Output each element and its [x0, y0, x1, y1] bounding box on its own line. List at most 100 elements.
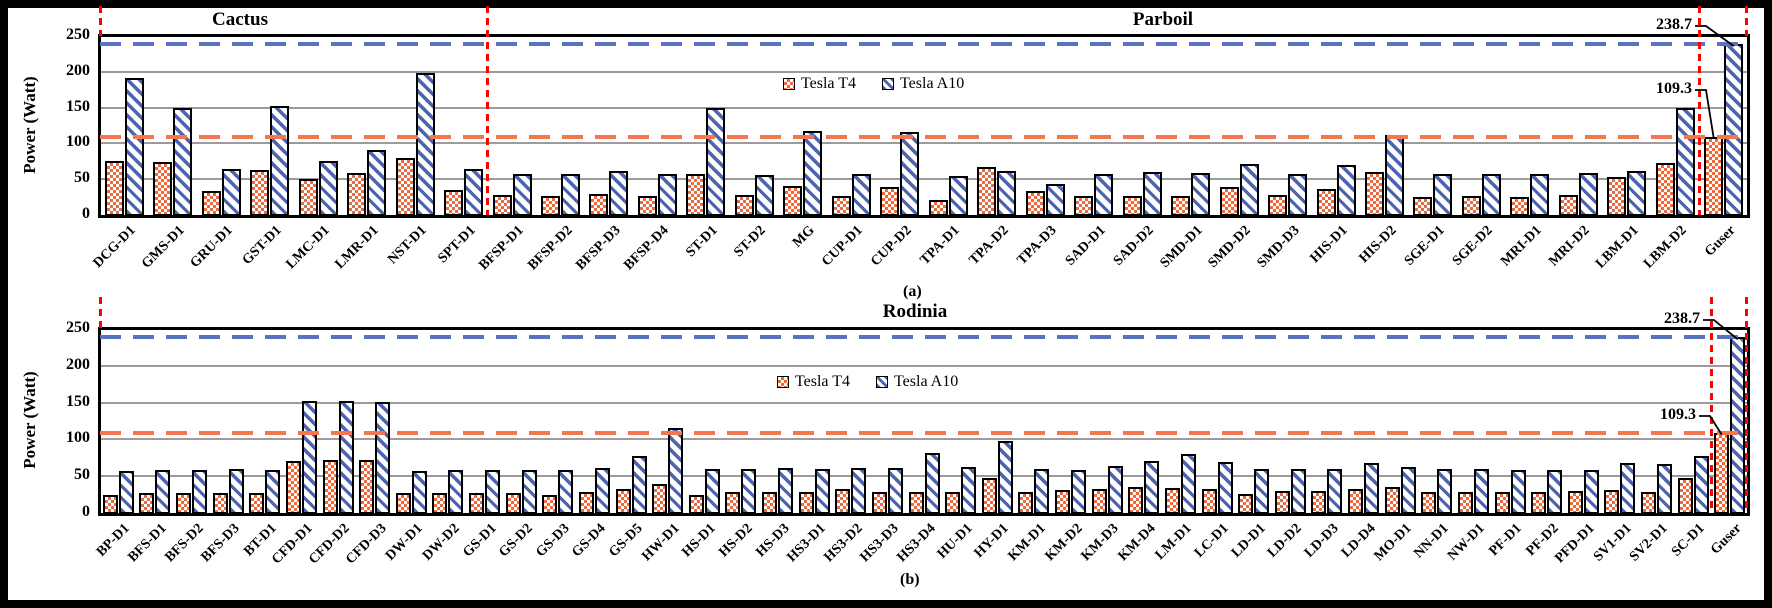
annotation-label: 109.3: [1660, 406, 1696, 423]
bar-tesla-a10: [1724, 44, 1744, 216]
bar-tesla-a10: [561, 173, 580, 216]
bar-tesla-a10: [657, 174, 677, 216]
bar-tesla-t4: [1122, 195, 1142, 216]
bar-tesla-a10: [1107, 465, 1123, 514]
bar-tesla-a10: [367, 149, 387, 216]
bar-tesla-t4: [637, 195, 657, 216]
subplot-label: (b): [900, 571, 920, 588]
grid-line: [100, 106, 1748, 109]
bar-tesla-t4: [444, 189, 463, 216]
annotation-label: 238.7: [1664, 310, 1700, 327]
section-divider-line: [1709, 297, 1713, 513]
section-title: Cactus: [212, 9, 268, 30]
bar-tesla-a10: [594, 468, 610, 514]
bar-tesla-a10: [558, 470, 574, 514]
bar-tesla-t4: [359, 460, 375, 514]
plot-top-border: [98, 34, 1750, 37]
bar-tesla-t4: [176, 493, 192, 514]
bar-tesla-a10: [1578, 172, 1598, 216]
legend-swatch-tesla-t4: [783, 78, 795, 90]
bar-tesla-t4: [908, 491, 924, 514]
bar-tesla-a10: [997, 440, 1013, 514]
bar-tesla-t4: [102, 494, 118, 514]
bar-tesla-t4: [686, 173, 706, 216]
bar-tesla-a10: [464, 169, 483, 216]
bar-tesla-a10: [338, 401, 354, 514]
bar-tesla-a10: [1217, 462, 1233, 514]
bar-tesla-t4: [542, 494, 558, 514]
bar-tesla-a10: [754, 174, 774, 216]
bar-tesla-a10: [1627, 171, 1647, 216]
bar-tesla-a10: [1336, 164, 1356, 216]
grid-line: [100, 475, 1748, 478]
bar-tesla-t4: [1604, 490, 1620, 514]
bar-tesla-t4: [1238, 493, 1254, 514]
bar-tesla-a10: [155, 470, 171, 514]
bar-tesla-a10: [1547, 469, 1563, 514]
bar-tesla-a10: [485, 469, 500, 514]
threshold-line-a10: [100, 42, 1748, 47]
threshold-line-t4: [100, 430, 1748, 435]
bar-tesla-t4: [1531, 492, 1547, 514]
bar-tesla-a10: [1473, 468, 1489, 514]
bar-tesla-t4: [1091, 488, 1107, 514]
bar-tesla-a10: [1583, 470, 1599, 514]
bar-tesla-t4: [492, 195, 512, 216]
bar-tesla-t4: [1714, 432, 1730, 514]
y-tick-label: 150: [66, 97, 90, 115]
bar-tesla-a10: [1730, 337, 1746, 514]
bar-tesla-t4: [1274, 490, 1290, 514]
bar-tesla-a10: [221, 168, 241, 216]
bar-tesla-t4: [139, 493, 155, 514]
bar-tesla-a10: [1400, 467, 1416, 514]
bar-tesla-a10: [924, 452, 940, 514]
legend-item: Tesla A10: [876, 373, 958, 391]
bar-tesla-t4: [1704, 136, 1724, 216]
annotation-label: 109.3: [1656, 80, 1692, 97]
bar-tesla-t4: [835, 488, 851, 514]
bar-tesla-a10: [118, 471, 134, 514]
bar-tesla-t4: [1025, 190, 1045, 216]
bar-tesla-a10: [270, 106, 290, 216]
bar-tesla-t4: [1074, 195, 1094, 216]
bar-tesla-a10: [1045, 183, 1065, 216]
bar-tesla-a10: [851, 174, 871, 216]
bar-tesla-a10: [1142, 172, 1162, 216]
y-tick-label: 100: [66, 133, 90, 151]
bar-tesla-a10: [1034, 468, 1050, 514]
grid-line: [100, 364, 1748, 367]
bar-tesla-t4: [880, 187, 900, 216]
section-title: Parboil: [1132, 9, 1194, 30]
bar-tesla-a10: [1433, 174, 1453, 216]
bar-tesla-t4: [1655, 163, 1675, 216]
bar-tesla-a10: [887, 468, 903, 514]
bar-tesla-t4: [1413, 197, 1433, 216]
bar-tesla-t4: [578, 492, 594, 514]
bar-tesla-t4: [1677, 478, 1693, 514]
y-tick-label: 100: [66, 429, 90, 447]
bar-tesla-a10: [1693, 456, 1709, 514]
bar-tesla-t4: [1018, 492, 1034, 514]
bar-tesla-a10: [1675, 107, 1695, 216]
section-title: Rodinia: [882, 301, 948, 322]
bar-tesla-a10: [192, 470, 208, 514]
bar-tesla-t4: [298, 178, 318, 216]
bar-tesla-t4: [469, 493, 484, 514]
bar-tesla-a10: [814, 468, 830, 514]
y-tick-label: 200: [66, 61, 90, 79]
bar-tesla-t4: [1457, 492, 1473, 514]
bar-tesla-a10: [948, 176, 968, 216]
bar-tesla-a10: [1510, 470, 1526, 514]
legend-item: Tesla T4: [777, 373, 850, 391]
bar-tesla-a10: [1094, 174, 1114, 216]
bar-tesla-a10: [1071, 469, 1086, 514]
bar-tesla-t4: [945, 492, 961, 514]
threshold-line-t4: [100, 134, 1748, 139]
bar-tesla-a10: [803, 131, 823, 216]
section-divider-line: [98, 297, 102, 329]
y-axis-title: Power (Watt): [20, 371, 39, 469]
y-tick-label: 50: [74, 466, 90, 484]
section-divider-line: [1698, 6, 1701, 215]
bar-tesla-a10: [1288, 174, 1307, 216]
bar-tesla-t4: [1558, 195, 1578, 216]
